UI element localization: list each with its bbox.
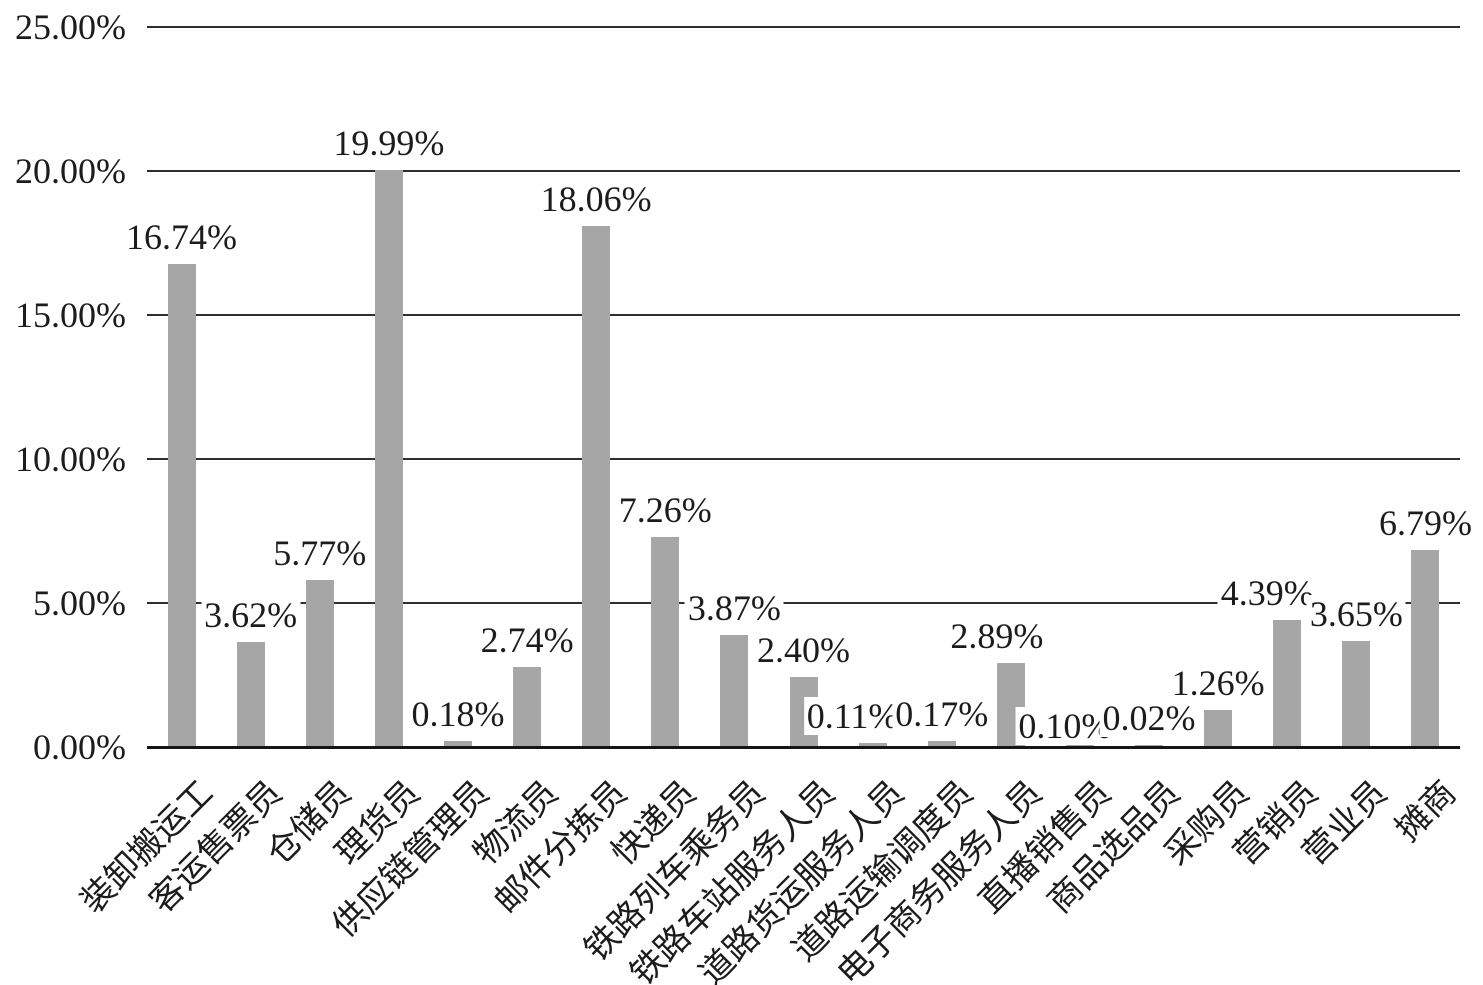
x-axis-line: [147, 746, 1460, 749]
y-axis-tick-label: 20.00%: [15, 151, 126, 191]
bar: [582, 226, 611, 746]
gridline: [147, 458, 1460, 460]
bar: [374, 170, 403, 746]
bar-value-label: 19.99%: [330, 124, 448, 162]
bar: [305, 580, 334, 746]
y-axis-tick-label: 0.00%: [33, 727, 126, 767]
gridline: [147, 602, 1460, 604]
bar-value-label: 0.17%: [892, 695, 992, 733]
gridline: [147, 314, 1460, 316]
bar-value-label: 0.02%: [1099, 699, 1199, 737]
bar-value-label: 3.65%: [1306, 595, 1406, 633]
bar: [1273, 620, 1302, 746]
bar: [1411, 550, 1440, 746]
bar-value-label: 5.77%: [270, 534, 370, 572]
bar: [1342, 641, 1371, 746]
bar-value-label: 1.26%: [1168, 664, 1268, 702]
gridline: [147, 170, 1460, 172]
bar-value-label: 6.79%: [1375, 504, 1475, 542]
bar-value-label: 16.74%: [123, 218, 241, 256]
y-axis-tick-label: 15.00%: [15, 295, 126, 335]
bar-value-label: 0.11%: [803, 697, 902, 735]
gridline: [147, 26, 1460, 28]
bar-value-label: 0.10%: [1015, 707, 1115, 745]
bar-value-label: 7.26%: [615, 491, 715, 529]
bar: [443, 741, 472, 746]
y-axis-tick-label: 5.00%: [33, 583, 126, 623]
bar-value-label: 0.18%: [408, 695, 508, 733]
bar-value-label: 3.87%: [684, 589, 784, 627]
bar-value-label: 2.40%: [754, 631, 853, 669]
bar-value-label: 4.39%: [1217, 574, 1317, 612]
bar: [167, 264, 196, 746]
bar: [236, 642, 265, 746]
bar: [513, 667, 542, 746]
y-axis-tick-label: 10.00%: [15, 439, 126, 479]
bar-value-label: 2.89%: [947, 617, 1047, 655]
bar-value-label: 3.62%: [201, 596, 301, 634]
bar: [927, 741, 956, 746]
bar: [1204, 710, 1233, 746]
bar-value-label: 2.74%: [477, 621, 577, 659]
bar-value-label: 18.06%: [537, 180, 655, 218]
bar: [1135, 745, 1164, 746]
category-label: 摊商: [1389, 774, 1464, 849]
y-axis-tick-label: 25.00%: [15, 7, 126, 47]
bar: [651, 537, 680, 746]
bar: [720, 635, 749, 746]
bar: [858, 743, 887, 746]
